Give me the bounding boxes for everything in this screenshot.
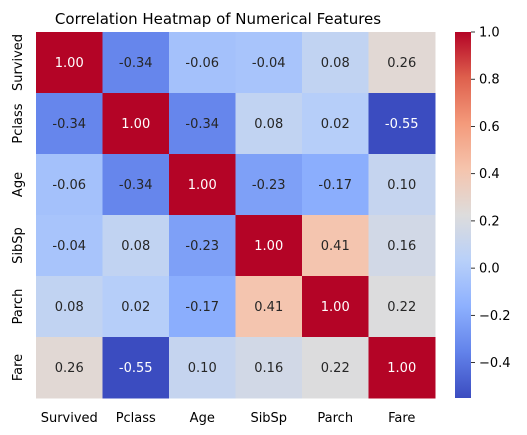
cell-value-label: 1.00 (254, 239, 283, 254)
cell-value-label: -0.55 (119, 361, 153, 376)
cell-value-label: 0.22 (321, 361, 350, 376)
row-label: Age (11, 172, 26, 197)
colorbar-tick-label: 0.8 (479, 73, 500, 88)
row-label: Parch (11, 289, 26, 325)
cell-value-label: 0.26 (387, 56, 416, 71)
cell-value-label: 0.08 (55, 300, 84, 315)
heatmap-cell (235, 154, 303, 216)
cell-value-label: 1.00 (55, 56, 84, 71)
col-label: Survived (41, 411, 98, 426)
heatmap-cell (169, 154, 236, 216)
heatmap-cell (169, 215, 236, 277)
heatmap-cell (368, 93, 436, 155)
col-label: Fare (388, 411, 415, 426)
colorbar-tick-label: 1.0 (479, 26, 500, 41)
cell-value-label: 0.41 (321, 239, 350, 254)
heatmap-cell (36, 32, 103, 94)
row-labels: Survived Pclass Age SibSp Parch Fare (11, 34, 26, 381)
heatmap-cell (102, 93, 170, 155)
cell-value-label: 1.00 (188, 178, 217, 193)
colorbar-ticks: 1.0 0.8 0.6 0.4 0.2 0.0 −0.2 −0.4 (471, 26, 511, 371)
cell-value-label: -0.04 (252, 56, 286, 71)
cell-value-label: 0.16 (387, 239, 416, 254)
heatmap-cell (302, 32, 369, 94)
row-label: SibSp (11, 227, 26, 264)
heatmap-cell (235, 337, 303, 399)
heatmap-cell (368, 337, 436, 399)
heatmap-cell (368, 215, 436, 277)
heatmap-cell (368, 32, 436, 94)
cell-value-label: -0.06 (185, 56, 219, 71)
cell-value-label: -0.34 (52, 117, 86, 132)
row-label: Pclass (11, 103, 26, 143)
heatmap-cell (368, 276, 436, 338)
cell-value-label: -0.34 (119, 178, 153, 193)
cell-value-label: -0.23 (185, 239, 219, 254)
heatmap-cell (235, 215, 303, 277)
cell-value-label: -0.34 (185, 117, 219, 132)
colorbar-tick-label: 0.2 (479, 214, 500, 229)
cell-value-label: 0.41 (254, 300, 283, 315)
cell-value-label: 0.16 (254, 361, 283, 376)
cell-value-label: 0.08 (321, 56, 350, 71)
heatmap-cell (169, 337, 236, 399)
heatmap-cell (169, 276, 236, 338)
cell-value-label: -0.06 (52, 178, 86, 193)
heatmap-cell (102, 154, 170, 216)
row-label: Fare (11, 354, 26, 381)
colorbar-tick-label: 0.6 (479, 120, 500, 135)
heatmap-cell (169, 32, 236, 94)
cell-value-label: -0.23 (252, 178, 286, 193)
heatmap-cell (169, 93, 236, 155)
heatmap-cell (102, 215, 170, 277)
chart-title: Correlation Heatmap of Numerical Feature… (55, 10, 381, 28)
cell-value-label: 1.00 (321, 300, 350, 315)
heatmap-cell (235, 276, 303, 338)
colorbar-tick-label: 0.0 (479, 262, 500, 277)
heatmap-cell (302, 276, 369, 338)
heatmap-cell (368, 154, 436, 216)
heatmap-cell (36, 276, 103, 338)
col-label: SibSp (250, 411, 287, 426)
colorbar (455, 32, 471, 398)
cell-value-label: -0.34 (119, 56, 153, 71)
cell-value-label: 0.10 (188, 361, 217, 376)
cell-value-label: 0.02 (121, 300, 150, 315)
colorbar-tick-label: 0.4 (479, 167, 500, 182)
heatmap-cell (302, 93, 369, 155)
cell-value-label: 0.10 (387, 178, 416, 193)
heatmap-cell (235, 32, 303, 94)
heatmap-cell (302, 215, 369, 277)
cell-value-label: -0.04 (52, 239, 86, 254)
cell-value-label: -0.55 (385, 117, 419, 132)
cell-value-label: 0.02 (321, 117, 350, 132)
cell-value-label: 0.22 (387, 300, 416, 315)
cell-value-label: 0.26 (55, 361, 84, 376)
col-label: Age (190, 411, 215, 426)
heatmap-cell (102, 337, 170, 399)
heatmap-cell (36, 93, 103, 155)
heatmap-cell (235, 93, 303, 155)
heatmap-cell (36, 154, 103, 216)
cell-value-label: 1.00 (387, 361, 416, 376)
cell-value-label: -0.17 (185, 300, 219, 315)
col-label: Pclass (116, 411, 156, 426)
heatmap-cell (36, 215, 103, 277)
cell-value-label: 0.08 (254, 117, 283, 132)
col-label: Parch (317, 411, 353, 426)
col-labels: Survived Pclass Age SibSp Parch Fare (41, 411, 416, 426)
row-label: Survived (11, 34, 26, 91)
heatmap-cells: 1.00 -0.34 -0.06 -0.04 0.08 0.26 -0.34 1.00 -0.3… (36, 32, 436, 399)
cell-value-label: 1.00 (121, 117, 150, 132)
heatmap-cell (102, 276, 170, 338)
heatmap-cell (302, 337, 369, 399)
colorbar-tick-label: −0.2 (479, 309, 511, 324)
cell-value-label: 0.08 (121, 239, 150, 254)
heatmap-cell (36, 337, 103, 399)
heatmap-cell (102, 32, 170, 94)
cell-value-label: -0.17 (318, 178, 352, 193)
colorbar-tick-label: −0.4 (479, 356, 511, 371)
heatmap-cell (302, 154, 369, 216)
